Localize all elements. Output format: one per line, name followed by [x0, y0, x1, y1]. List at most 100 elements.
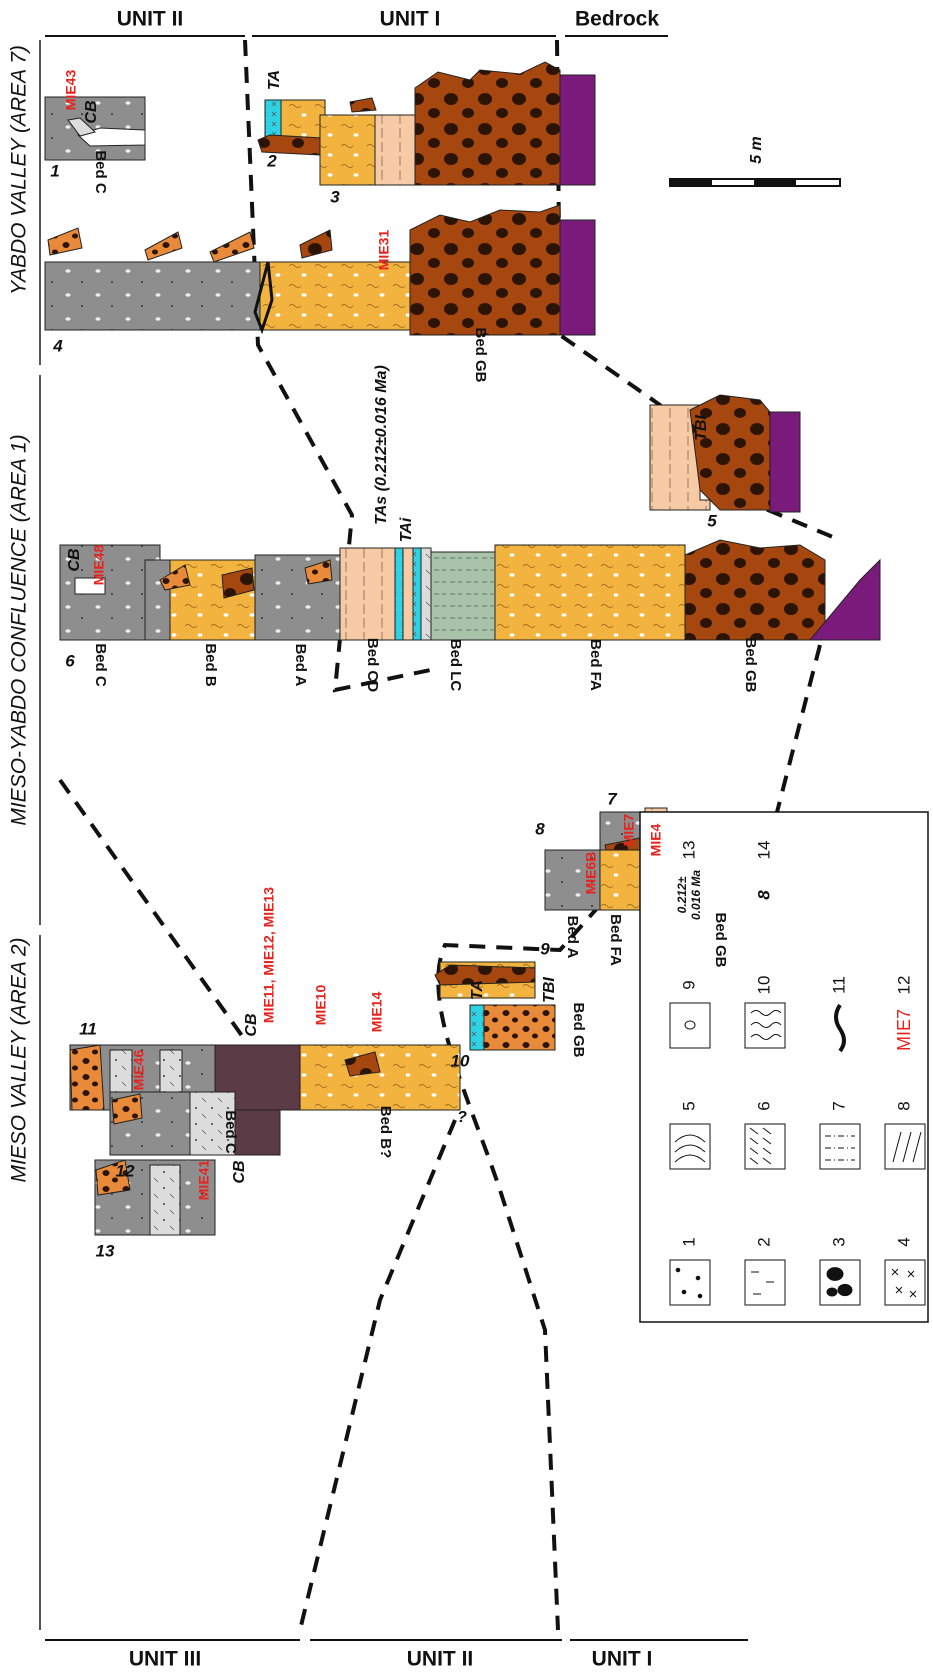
scale-label: 5 m — [748, 136, 765, 164]
sample-label: MIE10 — [313, 985, 329, 1026]
section-number: 12 — [116, 1161, 135, 1180]
correlation-lines-shape — [775, 645, 820, 820]
area-title: MIESO VALLEY (AREA 2) — [8, 937, 31, 1182]
unit-header: UNIT I — [380, 8, 441, 31]
unit-label: TA — [266, 70, 283, 90]
legend-number: 12 — [894, 976, 913, 995]
section-11-shape — [70, 1045, 104, 1110]
bed-label: Bed GB — [742, 637, 759, 692]
legend-symbol — [827, 1268, 843, 1281]
legend-number: 13 — [679, 841, 698, 860]
section-6-shape — [495, 545, 685, 640]
section-6-shape — [395, 548, 403, 640]
section-5-shape — [770, 412, 800, 512]
legend-age: 0.212± — [675, 876, 689, 913]
section-6-shape — [413, 548, 421, 640]
legend-swatch — [670, 1260, 710, 1305]
legend-swatch — [820, 1124, 860, 1169]
section-number: 4 — [52, 336, 63, 355]
unit-header: UNIT II — [117, 8, 184, 31]
section-6-shape — [685, 540, 825, 640]
legend-swatch — [745, 1260, 785, 1305]
section-12-shape — [235, 1110, 280, 1155]
section-6-shape — [340, 548, 395, 640]
section-number: 11 — [79, 1019, 97, 1038]
legend-swatch — [670, 1003, 710, 1048]
legend-number: 11 — [829, 976, 848, 994]
section-number: 13 — [96, 1241, 115, 1260]
section-3-shape — [560, 75, 595, 185]
legend-swatch — [885, 1124, 925, 1169]
unit-label: CB — [231, 1160, 248, 1183]
sample-label: MIE43 — [63, 70, 79, 111]
section-4-shape — [300, 230, 332, 258]
legend-number: 6 — [754, 1101, 773, 1110]
legend-symbol — [676, 1268, 680, 1272]
section-4-shape — [260, 262, 410, 330]
section-10 — [470, 1005, 555, 1050]
bed-label: Bed A — [564, 916, 581, 959]
section-4-shape — [210, 232, 254, 262]
section-number: 2 — [266, 151, 277, 170]
unit-label: TAi — [398, 517, 415, 542]
legend-section: 8 — [754, 890, 773, 900]
sample-label: MIE14 — [369, 992, 385, 1033]
legend-age: 0.016 Ma — [689, 870, 703, 920]
legend-symbol — [682, 1290, 686, 1294]
legend-swatch — [745, 1003, 785, 1048]
area-title: MIESO-YABDO CONFLUENCE (AREA 1) — [8, 434, 31, 825]
section-2 — [258, 100, 325, 155]
section-4-shape — [410, 205, 560, 335]
section-5 — [650, 395, 800, 512]
section-10-shape — [470, 1005, 484, 1050]
section-3-shape — [415, 62, 560, 185]
legend-symbol — [827, 1288, 837, 1296]
unit-label: TBI — [541, 977, 558, 1003]
legend-symbol — [838, 1284, 852, 1295]
unit-label: CB — [83, 100, 100, 123]
scale-bar-shape — [754, 179, 796, 186]
scale-bar — [670, 179, 840, 186]
section-number: 3 — [330, 187, 340, 206]
section-number: 5 — [707, 511, 717, 530]
sample-label: MIE46 — [131, 1050, 147, 1091]
unit-header: UNIT II — [407, 1648, 474, 1671]
unit-label: ? — [457, 1109, 467, 1126]
section-6-shape — [145, 560, 170, 640]
section-4 — [45, 205, 595, 335]
unit-label: TA — [469, 980, 486, 1000]
bed-label: Bed GB — [570, 1002, 587, 1057]
bed-label: Bed B — [202, 643, 219, 687]
unit-header: UNIT III — [129, 1648, 201, 1671]
scale-bar-shape — [670, 179, 712, 186]
legend-sample: MIE7 — [894, 1009, 914, 1051]
sample-label: MIE48 — [91, 545, 107, 586]
section-3-shape — [350, 98, 376, 112]
section-4-shape — [48, 228, 82, 255]
legend-swatch — [745, 1124, 785, 1169]
legend-number: 4 — [894, 1237, 913, 1246]
section-number: 9 — [540, 939, 550, 958]
unit-label: CB — [66, 548, 83, 571]
section-4-shape — [145, 232, 182, 260]
legend-number: 2 — [754, 1237, 773, 1246]
section-number: 7 — [607, 789, 618, 808]
section-6 — [60, 540, 880, 640]
section-3-shape — [375, 115, 415, 185]
legend-symbol — [698, 1294, 702, 1298]
bed-label: Bed LC — [447, 639, 464, 692]
bed-label: Bed CD — [364, 638, 381, 692]
correlation-lines-shape — [300, 1120, 455, 1630]
section-10-shape — [484, 1005, 555, 1050]
legend-number: 10 — [754, 976, 773, 995]
sample-label: MIE6B — [583, 852, 599, 895]
bed-label: Bed FA — [607, 914, 624, 966]
legend-number: 8 — [894, 1101, 913, 1110]
section-4-shape — [560, 220, 595, 335]
section-3 — [320, 62, 595, 185]
unit-label: TBI — [693, 415, 710, 441]
section-6-shape — [431, 552, 495, 640]
unit-header: Bedrock — [575, 8, 659, 31]
legend-swatch — [820, 1260, 860, 1305]
